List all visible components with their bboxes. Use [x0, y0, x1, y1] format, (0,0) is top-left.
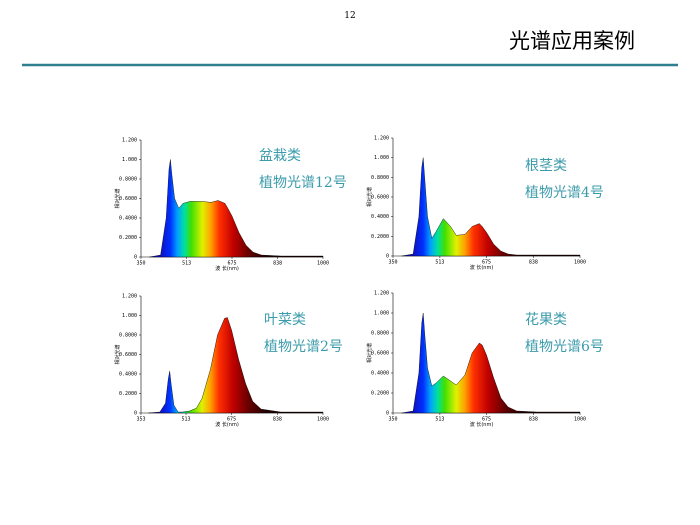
- annotation: 盆栽类: [259, 148, 301, 164]
- x-tick-label: 350: [136, 261, 145, 267]
- annotation: 叶菜类: [264, 312, 306, 328]
- page-number: 12: [344, 11, 355, 21]
- x-tick-label: 513: [435, 260, 444, 266]
- y-tick-label: 0: [386, 254, 389, 260]
- annotation: 花果类: [525, 312, 567, 328]
- x-tick-label: 1000: [574, 260, 586, 266]
- y-tick-label: 0.4000: [371, 371, 389, 377]
- x-tick-label: 1000: [317, 261, 329, 267]
- spectrum-area: [149, 159, 324, 258]
- x-axis-label: 波 长(nm): [215, 265, 239, 272]
- y-tick-label: 0.8000: [119, 177, 137, 183]
- y-axis-label: 相对光谱: [114, 188, 121, 208]
- x-tick-label: 675: [482, 260, 491, 266]
- y-axis-label: 相对光谱: [366, 187, 373, 207]
- x-tick-label: 350: [388, 260, 397, 266]
- x-tick-label: 838: [273, 417, 282, 423]
- annotation: 植物光谱6号: [525, 339, 604, 355]
- y-tick-label: 0.4000: [119, 372, 137, 378]
- y-tick-label: 0.6000: [371, 351, 389, 357]
- x-axis-label: 波 长(nm): [470, 421, 494, 428]
- annotation: 植物光谱4号: [525, 185, 604, 201]
- x-tick-label: 838: [529, 417, 538, 423]
- y-axis-label: 相对光谱: [366, 343, 373, 363]
- y-tick-label: 0.6000: [119, 196, 137, 202]
- x-tick-label: 1000: [574, 417, 586, 423]
- y-tick-label: 0.2000: [119, 235, 137, 241]
- y-tick-label: 1.000: [374, 155, 389, 161]
- spectrum-area: [401, 312, 581, 414]
- y-tick-label: 0: [386, 411, 389, 417]
- y-tick-label: 0.6000: [371, 195, 389, 201]
- spectrum-area: [401, 157, 581, 257]
- y-tick-label: 0.2000: [119, 391, 137, 397]
- x-tick-label: 675: [482, 417, 491, 423]
- y-tick-label: 0.6000: [119, 352, 137, 358]
- x-axis-label: 波 长(nm): [215, 421, 239, 428]
- y-tick-label: 1.200: [122, 294, 137, 300]
- y-tick-label: 0: [134, 255, 137, 261]
- y-tick-label: 1.200: [374, 136, 389, 142]
- x-tick-label: 838: [529, 260, 538, 266]
- y-tick-label: 0.4000: [371, 214, 389, 220]
- y-axis-label: 相对光谱: [114, 344, 121, 364]
- x-tick-label: 1000: [317, 417, 329, 423]
- x-tick-label: 353: [136, 417, 145, 423]
- annotation: 植物光谱2号: [264, 339, 343, 355]
- x-tick-label: 513: [181, 417, 190, 423]
- y-tick-label: 1.000: [122, 313, 137, 319]
- x-tick-label: 675: [227, 417, 236, 423]
- y-tick-label: 1.200: [122, 138, 137, 144]
- y-tick-label: 0.2000: [371, 391, 389, 397]
- x-tick-label: 350: [388, 417, 397, 423]
- x-axis-label: 波 长(nm): [470, 264, 494, 271]
- spectrum-area: [148, 317, 324, 414]
- x-tick-label: 675: [227, 261, 236, 267]
- y-tick-label: 0.8000: [371, 331, 389, 337]
- slide-title: 光谱应用案例: [509, 29, 635, 53]
- y-tick-label: 1.000: [122, 157, 137, 163]
- y-tick-label: 0: [134, 411, 137, 417]
- y-tick-label: 0.4000: [119, 216, 137, 222]
- annotation: 根茎类: [525, 158, 567, 174]
- x-tick-label: 513: [435, 417, 444, 423]
- x-tick-label: 838: [273, 261, 282, 267]
- annotation: 植物光谱12号: [259, 175, 347, 191]
- y-tick-label: 0.2000: [371, 234, 389, 240]
- y-tick-label: 0.8000: [119, 333, 137, 339]
- y-tick-label: 1.200: [374, 291, 389, 297]
- y-tick-label: 0.8000: [371, 175, 389, 181]
- x-tick-label: 513: [182, 261, 191, 267]
- y-tick-label: 1.000: [374, 311, 389, 317]
